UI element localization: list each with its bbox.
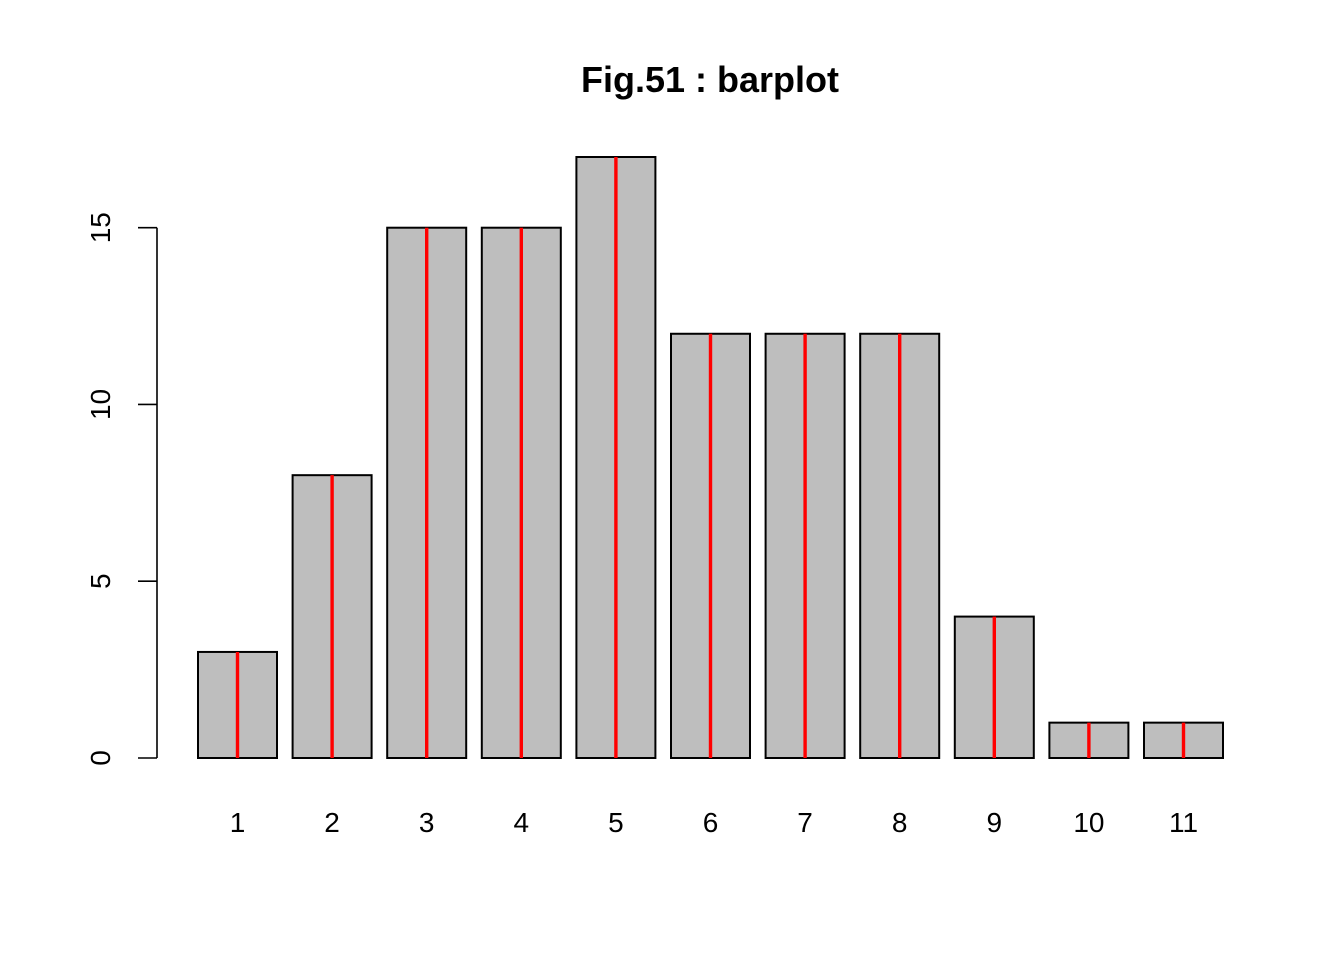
x-tick-label-4: 4 — [514, 807, 530, 838]
x-tick-label-9: 9 — [987, 807, 1003, 838]
x-tick-label-11: 11 — [1169, 807, 1198, 838]
x-tick-label-8: 8 — [892, 807, 908, 838]
x-tick-label-5: 5 — [608, 807, 624, 838]
x-tick-label-6: 6 — [703, 807, 719, 838]
y-tick-label-15: 15 — [85, 212, 116, 243]
x-tick-label-7: 7 — [797, 807, 813, 838]
x-tick-label-3: 3 — [419, 807, 435, 838]
x-tick-label-10: 10 — [1073, 807, 1104, 838]
x-tick-label-1: 1 — [230, 807, 246, 838]
x-tick-label-2: 2 — [324, 807, 340, 838]
y-axis: 0 5 10 15 — [85, 212, 158, 766]
y-tick-label-10: 10 — [85, 389, 116, 420]
x-axis-labels: 1 2 3 4 5 6 7 8 9 10 11 — [230, 807, 1198, 838]
chart-title: Fig.51 : barplot — [581, 59, 839, 100]
y-tick-label-0: 0 — [85, 750, 116, 766]
y-tick-label-5: 5 — [85, 573, 116, 589]
bars-group — [197, 156, 1224, 760]
